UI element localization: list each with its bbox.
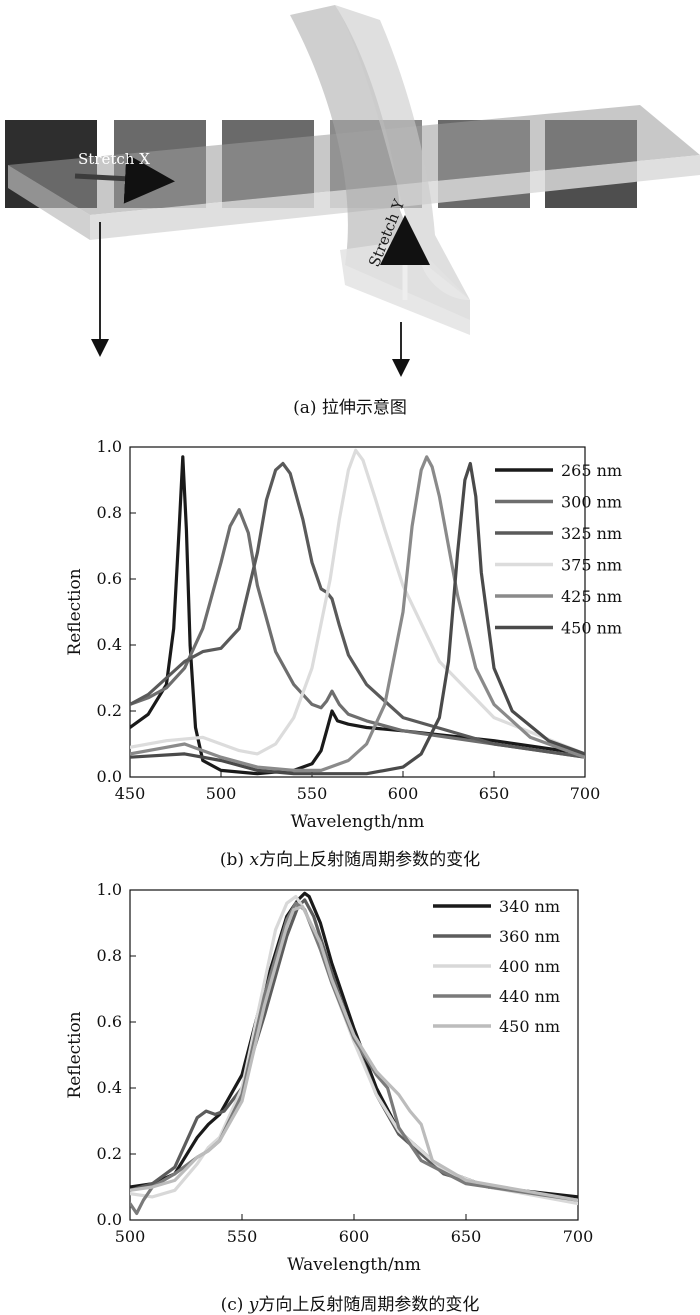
series-line-5 xyxy=(130,904,578,1202)
legend-label: 450 nm xyxy=(561,619,622,638)
chart-c-reflection-y: 500 550 600 650 700 0.0 0.2 0.4 0.6 0.8 1.0 Wavelen… xyxy=(65,880,593,1275)
series-line-4 xyxy=(130,901,578,1215)
y-tick-label: 0.6 xyxy=(97,569,122,588)
y-tick-label: 0.8 xyxy=(97,503,122,522)
x-tick-label: 500 xyxy=(206,784,237,803)
series-line-4 xyxy=(130,448,585,756)
caption-b: (b) x方向上反射随周期参数的变化 xyxy=(0,845,700,870)
y-tick-label: 1.0 xyxy=(97,437,122,456)
y-tick-label: 0.8 xyxy=(97,946,122,965)
y-tick-label: 0.4 xyxy=(97,1078,122,1097)
y-tick-label: 0.4 xyxy=(97,635,122,654)
legend-label: 325 nm xyxy=(561,524,622,543)
legend: 340 nm 360 nm 400 nm 440 nm 450 nm xyxy=(433,897,560,1036)
legend-label: 360 nm xyxy=(499,927,560,946)
stretch-x-bar-side xyxy=(8,165,90,240)
legend-label: 265 nm xyxy=(561,461,622,480)
stretch-y-bar xyxy=(290,5,470,320)
caption-c-prefix: (c) xyxy=(220,1295,249,1315)
caption-c-var: y xyxy=(248,1295,259,1315)
axes: 500 550 600 650 700 0.0 0.2 0.4 0.6 0.8 1.0 Wavelen… xyxy=(65,880,593,1275)
x-tick-label: 550 xyxy=(227,1227,258,1246)
y-axis-label: Reflection xyxy=(65,568,85,655)
caption-b-var: x xyxy=(249,850,260,870)
x-axis-label: Wavelength/nm xyxy=(291,812,425,832)
plot-frame xyxy=(129,446,586,778)
x-tick-label: 700 xyxy=(563,1227,594,1246)
series-line-1 xyxy=(130,455,585,776)
legend-label: 450 nm xyxy=(499,1017,560,1036)
series-lines xyxy=(130,891,578,1215)
y-tick-label: 0.2 xyxy=(97,1144,122,1163)
y-tick-label: 0.0 xyxy=(97,1210,122,1229)
series-line-2 xyxy=(130,508,585,759)
series-lines xyxy=(130,448,585,776)
stretch-x-arrow xyxy=(74,153,175,204)
x-tick-label: 600 xyxy=(339,1227,370,1246)
axes: 450 500 550 600 650 700 0.0 0.2 0.4 0.6 0.8 1.0 Wave… xyxy=(65,437,600,832)
stretch-schematic: Stretch X Stretch Y xyxy=(5,5,700,377)
x-tick-label: 500 xyxy=(115,1227,146,1246)
caption-b-rest: 方向上反射随周期参数的变化 xyxy=(259,850,481,870)
caption-b-prefix: (b) xyxy=(219,850,250,870)
legend-label: 340 nm xyxy=(499,897,560,916)
stretch-x-label: Stretch X xyxy=(78,150,150,168)
x-tick-label: 550 xyxy=(297,784,328,803)
x-tick-label: 700 xyxy=(570,784,601,803)
legend-label: 400 nm xyxy=(499,957,560,976)
x-tick-label: 650 xyxy=(479,784,510,803)
x-axis-label: Wavelength/nm xyxy=(287,1255,421,1275)
y-axis-label: Reflection xyxy=(65,1011,85,1098)
caption-c-rest: 方向上反射随周期参数的变化 xyxy=(258,1295,480,1315)
y-tick-label: 0.6 xyxy=(97,1012,122,1031)
series-line-3 xyxy=(130,461,585,759)
x-tick-label: 650 xyxy=(451,1227,482,1246)
caption-a: (a) 拉伸示意图 xyxy=(293,398,407,418)
x-tick-label: 600 xyxy=(388,784,419,803)
series-line-6 xyxy=(130,461,585,776)
stretch-y-bar-edge xyxy=(335,5,470,300)
legend-label: 440 nm xyxy=(499,987,560,1006)
chart-b-reflection-x: 450 500 550 600 650 700 0.0 0.2 0.4 0.6 0.8 1.0 Wave… xyxy=(65,437,622,832)
series-line-3 xyxy=(130,895,578,1206)
y-tick-label: 0.2 xyxy=(97,701,122,720)
series-line-5 xyxy=(130,455,585,772)
y-tick-label: 0.0 xyxy=(97,767,122,786)
y-tick-label: 1.0 xyxy=(97,880,122,899)
legend-label: 425 nm xyxy=(561,587,622,606)
legend: 265 nm 300 nm 325 nm 375 nm 425 nm 450 nm xyxy=(495,461,622,638)
caption-c: (c) y方向上反射随周期参数的变化 xyxy=(0,1290,700,1315)
x-tick-label: 450 xyxy=(115,784,146,803)
legend-label: 375 nm xyxy=(561,556,622,575)
legend-label: 300 nm xyxy=(561,493,622,512)
